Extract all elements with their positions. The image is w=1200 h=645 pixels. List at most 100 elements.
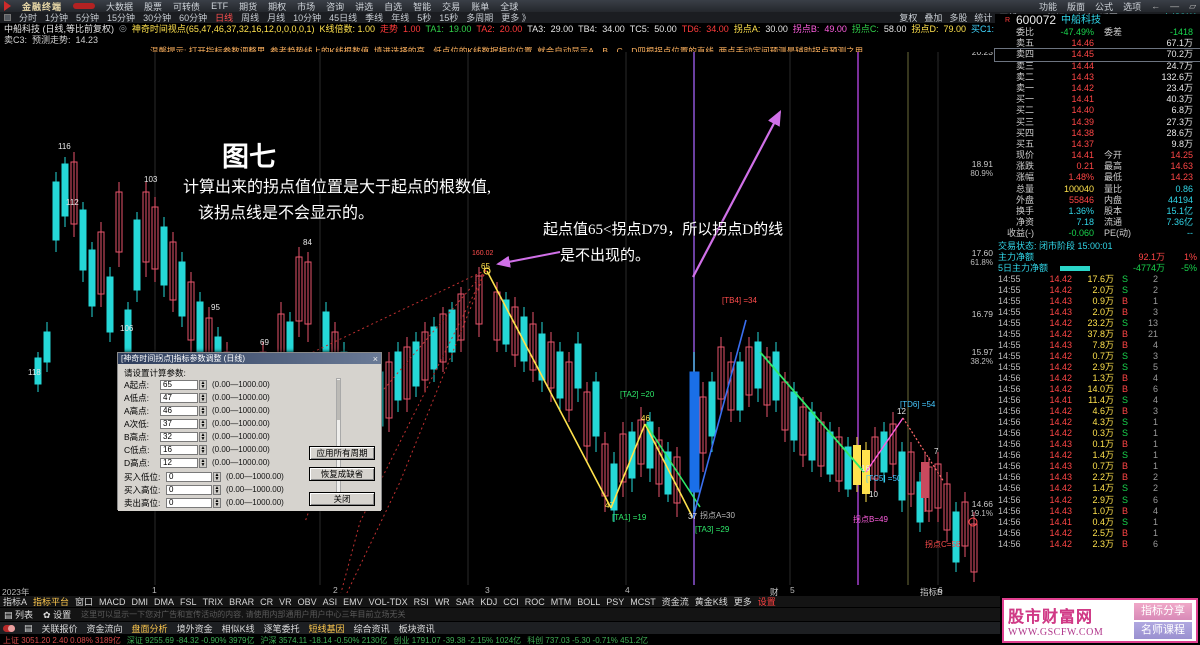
indicator-window[interactable]: 窗口 (75, 597, 94, 607)
tab-order-entrust[interactable]: 逐笔委托 (263, 623, 300, 634)
indicator-cr[interactable]: CR (260, 596, 274, 607)
menu-item-bigdata[interactable]: 大数据 (106, 1, 134, 12)
indicator-sar[interactable]: SAR (455, 596, 475, 607)
period-30min[interactable]: 30分钟 (143, 13, 172, 23)
menu-item-global[interactable]: 全球 (500, 1, 519, 12)
param-input-a-high[interactable] (160, 405, 198, 416)
menu-item-watchlist[interactable]: 自选 (384, 1, 403, 12)
spinner-icon[interactable]: ▲ ▼ (213, 497, 221, 508)
order-row-sell5[interactable]: 卖五 14.46 67.1万 (995, 38, 1200, 49)
indicator-obv[interactable]: OBV (297, 596, 317, 607)
indicator-kdj[interactable]: KDJ (480, 596, 498, 607)
indicator-trix[interactable]: TRIX (202, 596, 224, 607)
menu-item-formula[interactable]: 公式 (1095, 1, 1114, 12)
indicator-a[interactable]: 指标A (3, 597, 28, 607)
indicator-dmi[interactable]: DMI (131, 596, 149, 607)
indicator-cci[interactable]: CCI (503, 596, 519, 607)
tab-related-quotes[interactable]: 关联报价 (41, 623, 78, 634)
close-button[interactable]: 关闭 (309, 492, 375, 506)
tab-market-analysis[interactable]: 盘面分析 (131, 623, 168, 634)
param-input-b-high[interactable] (160, 431, 198, 442)
menu-item-bill[interactable]: 账单 (471, 1, 490, 12)
param-input-d-high[interactable] (160, 457, 198, 468)
order-row-sell1[interactable]: 卖一 14.42 23.4万 (995, 83, 1200, 94)
order-row-buy4[interactable]: 买四 14.38 28.6万 (995, 128, 1200, 139)
order-row-sell3[interactable]: 卖三 14.44 24.7万 (995, 61, 1200, 72)
period-15sec[interactable]: 15秒 (439, 13, 459, 23)
param-row-d-high[interactable]: D高点: ▲▼ (0.00—1000.00) (124, 457, 270, 468)
menu-item-options[interactable]: 期权 (268, 1, 287, 12)
order-row-buy1[interactable]: 买一 14.41 40.3万 (995, 94, 1200, 105)
menu-item-convertible[interactable]: 可转债 (173, 1, 201, 12)
menu-item-function[interactable]: 功能 (1039, 1, 1058, 12)
param-input-a-second-low[interactable] (160, 418, 198, 429)
indicator-mcst[interactable]: MCST (630, 596, 656, 607)
dialog-titlebar[interactable]: [神奇时间拐点]指标参数调整 (日线) × (118, 353, 381, 364)
period-monthly[interactable]: 月线 (267, 13, 286, 23)
menu-item-futures[interactable]: 期货 (239, 1, 258, 12)
indicator-brar[interactable]: BRAR (229, 596, 255, 607)
period-5min[interactable]: 5分钟 (76, 13, 100, 23)
toggle-icon[interactable] (3, 624, 15, 632)
param-input-sell-high[interactable] (166, 497, 212, 508)
btn-multistock[interactable]: 多股 (949, 13, 968, 23)
menu-item-market[interactable]: 市场 (297, 1, 316, 12)
watermark-share-button[interactable]: 指标分享 (1134, 602, 1192, 620)
indicator-goldkline[interactable]: 黄金K线 (694, 597, 728, 607)
spinner-icon[interactable]: ▲ ▼ (199, 457, 207, 468)
tab-fund-flow[interactable]: 资金流向 (86, 623, 123, 634)
spinner-icon[interactable]: ▲ ▼ (199, 444, 207, 455)
param-input-a-low[interactable] (160, 392, 198, 403)
period-10min[interactable]: 10分钟 (293, 13, 322, 23)
indicator-rsi[interactable]: RSI (413, 596, 429, 607)
spinner-icon[interactable]: ▲ ▼ (199, 405, 207, 416)
indicator-wr[interactable]: WR (434, 596, 450, 607)
minimize-icon[interactable]: — (1170, 1, 1180, 11)
order-row-buy3[interactable]: 买三 14.39 27.3万 (995, 117, 1200, 128)
tick-list[interactable]: 14:55 14.42 17.6万 S 2 14:55 14.42 2.0万 S 2 14:55… (995, 274, 1200, 550)
param-input-c-low[interactable] (160, 444, 198, 455)
menu-item-layout[interactable]: 版面 (1067, 1, 1086, 12)
param-row-buy-high[interactable]: 买入高位: ▲▼ (0.00—1000.00) (124, 484, 284, 495)
period-quarterly[interactable]: 季线 (365, 13, 384, 23)
dialog-scrollbar[interactable] (336, 378, 341, 506)
tab-sector-news[interactable]: 板块资讯 (398, 623, 435, 634)
order-row-sell2[interactable]: 卖二 14.43 132.6万 (995, 72, 1200, 83)
menu-item-trade[interactable]: 交易 (442, 1, 461, 12)
period-45day[interactable]: 45日线 (329, 13, 358, 23)
spinner-icon[interactable]: ▲ ▼ (199, 392, 207, 403)
menu-item-smart[interactable]: 智能 (413, 1, 432, 12)
spinner-icon[interactable]: ▲ ▼ (213, 484, 221, 495)
param-input-buy-high[interactable] (166, 484, 212, 495)
period-fenshi[interactable]: 分时 (19, 13, 38, 23)
param-row-a-high[interactable]: A高点: ▲▼ (0.00—1000.00) (124, 405, 270, 416)
indicator-vr[interactable]: VR (279, 596, 292, 607)
settings-button[interactable]: ✿ 设置 (43, 610, 72, 620)
param-row-sell-high[interactable]: 卖出高位: ▲▼ (0.00—1000.00) (124, 497, 284, 508)
restore-default-button[interactable]: 恢复成缺省 (309, 467, 375, 481)
tab-overseas-funds[interactable]: 境外资金 (176, 623, 213, 634)
grid-toggle-icon[interactable]: ▤ (24, 622, 33, 633)
back-arrow-icon[interactable]: ← (1151, 1, 1161, 11)
indicator-asi[interactable]: ASI (322, 596, 338, 607)
menu-item-select[interactable]: 讲选 (355, 1, 374, 12)
spinner-icon[interactable]: ▲ ▼ (199, 418, 207, 429)
indicator-platform[interactable]: 指标平台 (33, 597, 70, 607)
menu-item-etf[interactable]: ETF (211, 1, 229, 11)
param-row-a-low[interactable]: A低点: ▲▼ (0.00—1000.00) (124, 392, 270, 403)
indicator-psy[interactable]: PSY (606, 596, 625, 607)
btn-overlay[interactable]: 叠加 (924, 13, 943, 23)
menu-item-consult[interactable]: 咨询 (326, 1, 345, 12)
grid-icon[interactable] (4, 14, 11, 21)
indicator-boll[interactable]: BOLL (577, 596, 601, 607)
param-row-a-start[interactable]: A起点: ▲▼ (0.00—1000.00) (124, 379, 270, 390)
indicator-voltdx[interactable]: VOL-TDX (368, 596, 408, 607)
param-row-a-second-low[interactable]: A次低: ▲▼ (0.00—1000.00) (124, 418, 270, 429)
param-input-a-start[interactable] (160, 379, 198, 390)
indicator-dma[interactable]: DMA (154, 596, 175, 607)
indicator-emv[interactable]: EMV (343, 596, 363, 607)
tab-similar-kline[interactable]: 相似K线 (221, 623, 255, 634)
indicator-fsl[interactable]: FSL (180, 596, 197, 607)
period-multi[interactable]: 多周期 (466, 13, 494, 23)
param-input-buy-low[interactable] (166, 471, 212, 482)
